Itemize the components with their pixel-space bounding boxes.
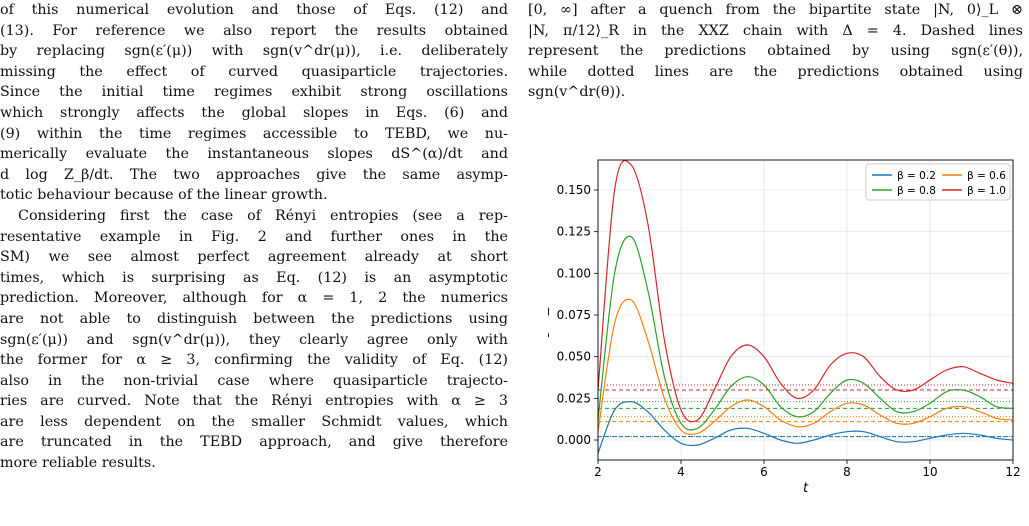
text-line: also in the non-trivial case where quasi… (0, 372, 508, 389)
text-line: times, which is surprising as Eq. (12) i… (0, 269, 508, 286)
caption-line: |N, π/12⟩_R in the XXZ chain with Δ = 4.… (528, 22, 1023, 39)
y-tick-label: 0.000 (557, 433, 591, 447)
x-tick-label: 12 (1005, 465, 1020, 479)
x-axis-label: t (803, 481, 809, 496)
y-tick-label: 0.075 (557, 308, 591, 322)
axes-frame (597, 159, 1014, 461)
text-line: d log Z_β/dt. The two approaches give th… (0, 166, 508, 183)
y-tick-label: 0.050 (557, 350, 591, 364)
x-tick-label: 6 (760, 465, 768, 479)
y-tick-label: 0.100 (557, 266, 591, 280)
text-line: (13). For reference we also report the r… (0, 22, 508, 39)
y-tick-label: 0.150 (557, 183, 591, 197)
x-tick-label: 2 (594, 465, 602, 479)
text-line: prediction. Moreover, although for α = 1… (0, 290, 508, 307)
text-line: of this numerical evolution and those of… (0, 2, 508, 18)
y-tick-label: 0.125 (557, 225, 591, 239)
text-line: Considering first the case of Rényi entr… (18, 207, 508, 224)
x-tick-label: 4 (677, 465, 685, 479)
text-line: the former for α ≥ 3, confirming the val… (0, 352, 508, 369)
legend-box (865, 163, 1011, 201)
legend-label: β = 0.8 (897, 185, 936, 197)
legend-label: β = 0.2 (897, 170, 936, 182)
legend-label: β = 1.0 (967, 185, 1006, 197)
text-line: by replacing sgn(ε′(μ)) with sgn(v^dr(μ)… (0, 43, 508, 60)
x-tick-label: 8 (843, 465, 851, 479)
text-line: which strongly affects the global slopes… (0, 104, 508, 121)
text-line: are less dependent on the smaller Schmid… (0, 413, 508, 430)
text-line: ries are curved. Note that the Rényi ent… (0, 393, 508, 410)
text-line: sgn(ε′(μ)) and sgn(v^dr(μ)), they clearl… (0, 331, 508, 348)
text-line: totic behaviour because of the linear gr… (0, 187, 328, 204)
y-axis-label: dlog(Z_β(t))/dt (548, 262, 550, 358)
figure-caption: [0, ∞] after a quench from the bipartite… (528, 0, 1023, 103)
right-text-column: [0, ∞] after a quench from the bipartite… (528, 0, 1023, 103)
series-line (597, 235, 1014, 431)
series-line (597, 401, 1014, 454)
text-line: SM) we see almost perfect agreement alre… (0, 249, 508, 266)
series-line (597, 298, 1014, 436)
left-text-column: of this numerical evolution and those of… (0, 0, 508, 474)
text-line: are truncated in the TEBD approach, and … (0, 434, 508, 451)
legend-label: β = 0.6 (967, 170, 1006, 182)
text-line: more reliable results. (0, 455, 156, 472)
y-tick-label: 0.025 (557, 391, 591, 405)
text-line: merically evaluate the instantaneous slo… (0, 146, 508, 163)
caption-line: represent the predictions obtained by us… (528, 43, 1023, 60)
text-line: Since the initial time regimes exhibit s… (0, 84, 508, 101)
caption-line: sgn(v^dr(θ)). (528, 84, 626, 101)
paragraph-2: Considering first the case of Rényi entr… (0, 206, 508, 474)
paragraph-1: of this numerical evolution and those of… (0, 0, 508, 206)
series-line (597, 159, 1014, 423)
x-tick-label: 10 (922, 465, 937, 479)
text-line: (9) within the time regimes accessible t… (0, 125, 508, 142)
caption-line: [0, ∞] after a quench from the bipartite… (528, 2, 1023, 18)
figure-chart: 2 4 6 8 10 12 0.000 0.025 0.050 0.075 0.100 0.125 0.… (548, 159, 1021, 496)
caption-line: while dotted lines are the predictions o… (528, 63, 1023, 80)
text-line: are not able to distinguish between the … (0, 310, 508, 327)
text-line: missing the effect of curved quasipartic… (0, 63, 508, 80)
text-line: resentative example in Fig. 2 and furthe… (0, 228, 508, 245)
